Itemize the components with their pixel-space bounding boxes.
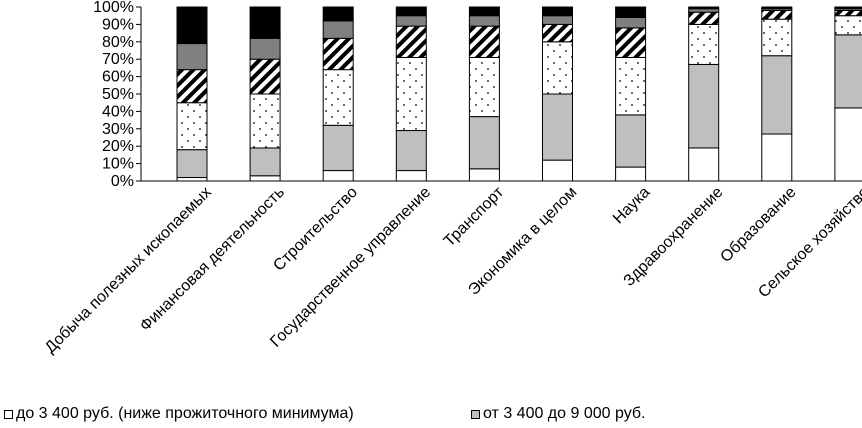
bar-segment-dots: [176, 102, 208, 151]
bar-segment-darkgray: [176, 43, 208, 71]
bar-segment-black: [395, 6, 427, 17]
bar-segment-darkgray: [688, 8, 720, 13]
bar-segment-gray: [176, 149, 208, 179]
bar-segment-dots: [834, 15, 862, 36]
bar-segment-gray: [395, 130, 427, 172]
bar-segment-dots: [761, 18, 793, 57]
bar-segment-hatch: [542, 23, 573, 43]
bar-segment-dots: [249, 93, 281, 149]
bar-segment-white: [176, 177, 208, 182]
y-tick-label: 10%: [102, 156, 134, 173]
y-tick-label: 80%: [102, 34, 134, 51]
bar-segment-gray: [249, 147, 281, 177]
bar-segment-darkgray: [468, 15, 500, 27]
bar-segment-hatch: [395, 25, 427, 58]
y-tick-label: 70%: [102, 51, 134, 68]
y-tick-label: 30%: [102, 121, 134, 138]
bar-segment-white: [395, 170, 427, 182]
bar-segment-white: [542, 159, 573, 182]
bar-segment-hatch: [176, 69, 208, 104]
bar-segment-darkgray: [615, 16, 647, 29]
bars: [176, 6, 862, 182]
bar-segment-darkgray: [249, 37, 281, 60]
legend-swatch-white: [4, 409, 13, 419]
y-tick-label: 50%: [102, 86, 134, 103]
bar-segment-gray: [322, 124, 354, 172]
legend-label-1: до 3 400 руб. (ниже прожиточного минимум…: [16, 405, 354, 422]
bar-segment-black: [688, 6, 720, 10]
bar-segment-hatch: [468, 25, 500, 58]
bar-segment-hatch: [322, 37, 354, 71]
bar-segment-black: [249, 6, 281, 39]
legend-item-2: от 3 400 до 9 000 руб.: [471, 405, 645, 423]
bar-segment-hatch: [615, 27, 647, 58]
bar-segment-hatch: [688, 11, 720, 25]
bar-segment-black: [542, 6, 573, 17]
y-tick-label: 20%: [102, 138, 134, 155]
category-label: Государственное управление: [267, 184, 434, 351]
bar-segment-white: [688, 147, 720, 182]
bar-segment-black: [834, 6, 862, 10]
bar-segment-darkgray: [322, 20, 354, 39]
bar-segment-gray: [468, 116, 500, 170]
legend-swatch-gray: [471, 409, 480, 419]
bar-segment-gray: [615, 114, 647, 168]
bar-segment-white: [468, 168, 500, 182]
legend-item-1: до 3 400 руб. (ниже прожиточного минимум…: [4, 405, 354, 423]
bar-segment-hatch: [834, 9, 862, 17]
bar-segment-black: [322, 6, 354, 22]
bar-segment-white: [834, 107, 862, 182]
category-label: Транспорт: [441, 183, 508, 250]
bar-segment-hatch: [249, 58, 281, 95]
y-tick-label: 40%: [102, 103, 134, 120]
bar-segment-hatch: [761, 9, 793, 20]
bar-segment-black: [615, 6, 647, 18]
bar-segment-gray: [688, 63, 720, 149]
bar-segment-dots: [322, 69, 354, 126]
bar-segment-black: [468, 6, 500, 17]
bar-segment-darkgray: [542, 15, 573, 25]
bar-segment-black: [176, 6, 208, 45]
bar-segment-white: [322, 170, 354, 182]
category-label: Наука: [610, 184, 654, 228]
bar-segment-dots: [468, 56, 500, 118]
legend-label-2: от 3 400 до 9 000 руб.: [483, 405, 646, 422]
bar-segment-gray: [542, 93, 573, 161]
y-tick-label: 60%: [102, 69, 134, 86]
bar-segment-black: [761, 6, 793, 10]
category-label: Финансовая деятельность: [137, 184, 288, 335]
category-label: Образование: [717, 184, 799, 266]
bar-segment-dots: [542, 41, 573, 95]
y-tick-label: 100%: [93, 0, 134, 16]
bar-segment-white: [615, 166, 647, 182]
bar-segment-white: [761, 133, 793, 182]
bar-segment-dots: [395, 56, 427, 132]
bar-segment-gray: [761, 55, 793, 135]
bar-segment-dots: [615, 56, 647, 116]
bar-segment-darkgray: [395, 15, 427, 27]
bar-segment-white: [249, 175, 281, 182]
y-tick-label: 90%: [102, 16, 134, 33]
y-tick-label: 0%: [111, 173, 134, 190]
bar-segment-dots: [688, 23, 720, 65]
bar-segment-gray: [834, 34, 862, 109]
